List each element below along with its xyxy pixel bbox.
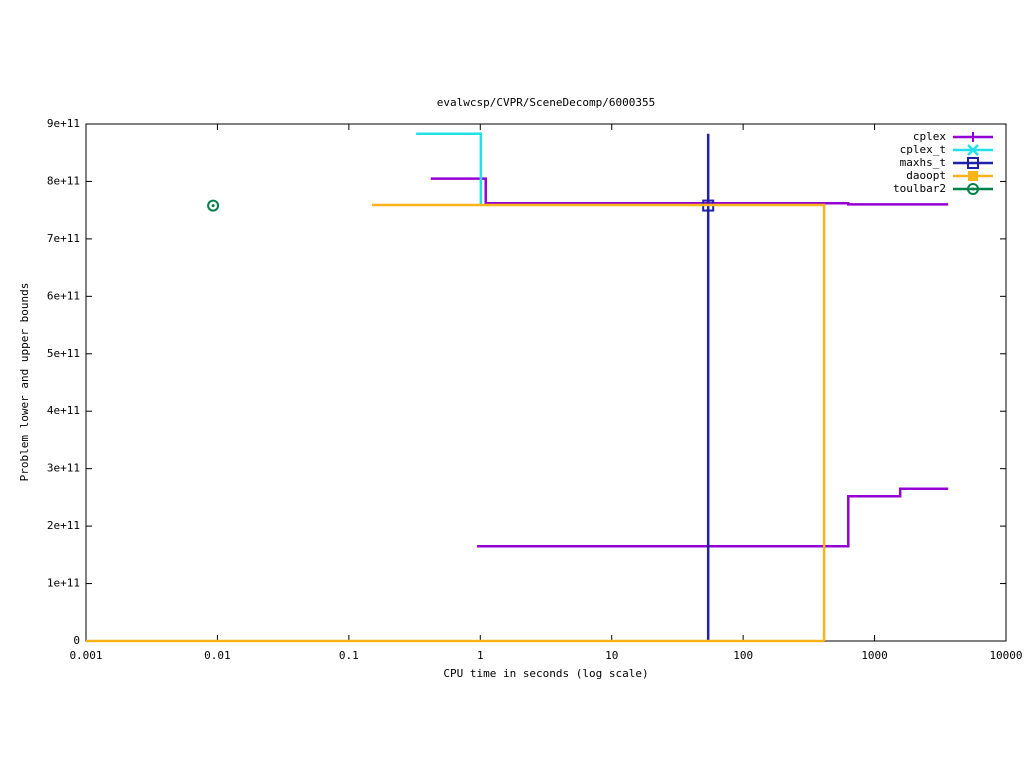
y-axis-label: Problem lower and upper bounds bbox=[18, 283, 31, 482]
x-tick-label: 10000 bbox=[989, 649, 1022, 662]
legend-label: toulbar2 bbox=[893, 182, 946, 195]
marker-dot bbox=[971, 187, 975, 191]
series-line bbox=[416, 132, 483, 205]
y-tick-label: 0 bbox=[73, 634, 80, 647]
x-tick-label: 0.1 bbox=[339, 649, 359, 662]
marker-dot bbox=[211, 204, 215, 208]
marker bbox=[207, 199, 220, 212]
chart-title: evalwcsp/CVPR/SceneDecomp/6000355 bbox=[437, 96, 656, 109]
marker bbox=[967, 157, 979, 169]
y-tick-label: 3e+11 bbox=[47, 462, 80, 475]
y-tick-label: 7e+11 bbox=[47, 232, 80, 245]
marker bbox=[968, 171, 978, 181]
y-tick-label: 1e+11 bbox=[47, 577, 80, 590]
marker bbox=[967, 144, 979, 156]
x-axis-label: CPU time in seconds (log scale) bbox=[443, 667, 648, 680]
series-line bbox=[372, 203, 826, 641]
x-tick-label: 0.01 bbox=[204, 649, 231, 662]
marker bbox=[967, 183, 979, 195]
legend-label: cplex bbox=[913, 130, 946, 143]
x-tick-label: 10 bbox=[605, 649, 618, 662]
legend-label: cplex_t bbox=[900, 143, 946, 156]
y-tick-label: 4e+11 bbox=[47, 404, 80, 417]
y-tick-label: 9e+11 bbox=[47, 117, 80, 130]
series-line bbox=[477, 487, 949, 548]
y-tick-label: 8e+11 bbox=[47, 174, 80, 187]
series-line bbox=[430, 177, 949, 206]
x-tick-label: 1000 bbox=[861, 649, 888, 662]
y-tick-label: 6e+11 bbox=[47, 289, 80, 302]
x-tick-label: 100 bbox=[733, 649, 753, 662]
legend-label: daoopt bbox=[906, 169, 946, 182]
legend-label: maxhs_t bbox=[900, 156, 946, 169]
x-tick-label: 0.001 bbox=[69, 649, 102, 662]
y-tick-label: 2e+11 bbox=[47, 519, 80, 532]
marker bbox=[968, 132, 978, 142]
y-tick-label: 5e+11 bbox=[47, 347, 80, 360]
x-tick-label: 1 bbox=[477, 649, 484, 662]
